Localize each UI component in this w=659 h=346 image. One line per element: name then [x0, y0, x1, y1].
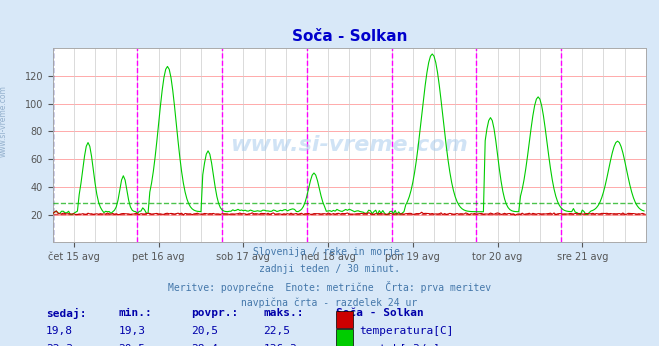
Text: 19,8: 19,8 [46, 326, 73, 336]
Text: 19,3: 19,3 [119, 326, 146, 336]
Text: 28,4: 28,4 [191, 344, 218, 346]
Bar [336, 329, 353, 346]
Title: Soča - Solkan: Soča - Solkan [291, 29, 407, 45]
Text: 20,5: 20,5 [191, 326, 218, 336]
Text: sedaj:: sedaj: [46, 308, 86, 319]
Text: Soča - Solkan: Soča - Solkan [336, 308, 424, 318]
Text: povpr.:: povpr.: [191, 308, 239, 318]
Text: 20,5: 20,5 [119, 344, 146, 346]
Text: Slovenija / reke in morje.: Slovenija / reke in morje. [253, 247, 406, 257]
Bar [336, 311, 353, 328]
Text: pretok[m3/s]: pretok[m3/s] [359, 344, 440, 346]
Text: 136,3: 136,3 [264, 344, 297, 346]
Text: www.si-vreme.com: www.si-vreme.com [0, 85, 8, 157]
Text: 22,3: 22,3 [46, 344, 73, 346]
Text: zadnji teden / 30 minut.: zadnji teden / 30 minut. [259, 264, 400, 274]
Text: min.:: min.: [119, 308, 152, 318]
Text: navpična črta - razdelek 24 ur: navpična črta - razdelek 24 ur [241, 297, 418, 308]
Text: www.si-vreme.com: www.si-vreme.com [231, 135, 468, 155]
Text: Meritve: povprečne  Enote: metrične  Črta: prva meritev: Meritve: povprečne Enote: metrične Črta:… [168, 281, 491, 293]
Text: maks.:: maks.: [264, 308, 304, 318]
Text: 22,5: 22,5 [264, 326, 291, 336]
Text: temperatura[C]: temperatura[C] [359, 326, 453, 336]
